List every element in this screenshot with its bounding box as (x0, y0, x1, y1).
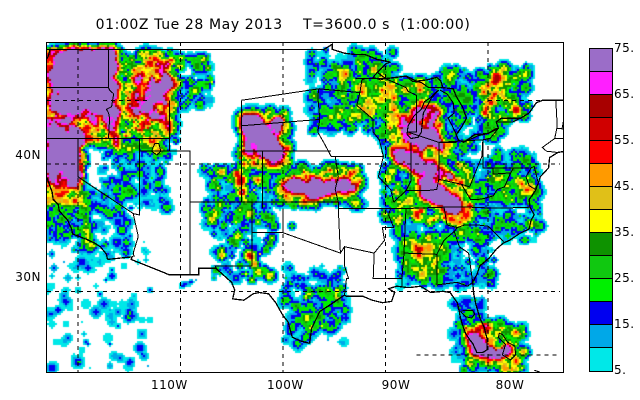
colorbar-band-5 (590, 348, 612, 371)
colorbar-band-40 (590, 187, 612, 210)
colorbar-tick-25: 25. (614, 271, 635, 285)
lat-tick-30N: 30N (15, 270, 41, 284)
colorbar-band-50 (590, 141, 612, 164)
colorbar-tick-65: 65. (614, 87, 635, 101)
colorbar-tick-15: 15. (614, 317, 635, 331)
lon-tick-100W: 100W (267, 378, 304, 392)
colorbar-band-70 (590, 49, 612, 72)
colorbar-band-35 (590, 210, 612, 233)
map-plot-area (46, 42, 564, 373)
lat-tick-40N: 40N (15, 148, 41, 162)
colorbar-band-25 (590, 256, 612, 279)
colorbar-band-65 (590, 72, 612, 95)
colorbar-band-10 (590, 325, 612, 348)
colorbar-tick-55: 55. (614, 133, 635, 147)
colorbar-band-20 (590, 279, 612, 302)
colorbar-band-55 (590, 118, 612, 141)
colorbar-band-60 (590, 95, 612, 118)
colorbar-tick-75: 75. (614, 41, 635, 55)
colorbar-tick-35: 35. (614, 225, 635, 239)
lon-tick-80W: 80W (495, 378, 525, 392)
colorbar-tick-45: 45. (614, 179, 635, 193)
map-geography-layer (47, 43, 563, 372)
colorbar-band-30 (590, 233, 612, 256)
colorbar-tick-5: 5. (614, 363, 627, 377)
colorbar-band-15 (590, 302, 612, 325)
plot-title: 01:00Z Tue 28 May 2013 T=3600.0 s (1:00:… (95, 17, 471, 33)
colorbar-band-45 (590, 164, 612, 187)
lon-tick-110W: 110W (151, 378, 188, 392)
reflectivity-colorbar (589, 48, 613, 372)
lon-tick-90W: 90W (381, 378, 411, 392)
